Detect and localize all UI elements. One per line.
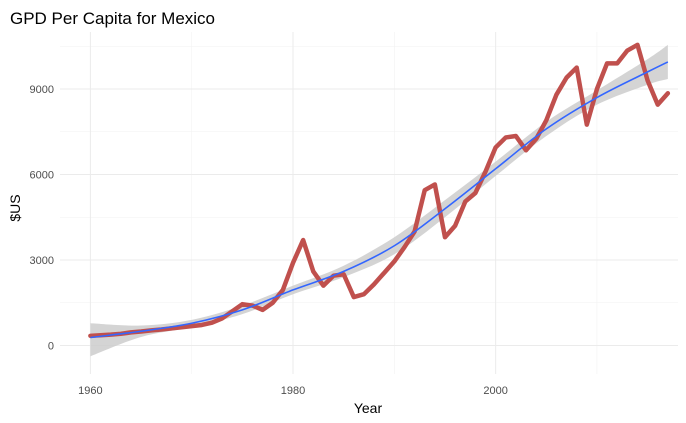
y-tick-label: 0 [48, 341, 54, 353]
gdp-series-line [88, 42, 671, 339]
y-tick-label: 6000 [30, 170, 54, 182]
major-gridlines [60, 32, 678, 374]
minor-gridlines [60, 32, 678, 374]
x-tick-label: 1980 [281, 385, 305, 397]
y-tick-label: 9000 [30, 84, 54, 96]
y-tick-label: 3000 [30, 255, 54, 267]
y-tick-labels: 0 3000 6000 9000 [30, 84, 54, 353]
x-tick-label: 2000 [483, 385, 507, 397]
x-axis-title: Year [354, 400, 383, 416]
lines-layer [88, 42, 671, 339]
x-tick-labels: 1960 1980 2000 [78, 385, 508, 397]
trend-line [90, 61, 669, 339]
chart-title: GPD Per Capita for Mexico [10, 9, 215, 28]
x-tick-label: 1960 [78, 385, 102, 397]
y-axis-title: $US [7, 194, 23, 221]
